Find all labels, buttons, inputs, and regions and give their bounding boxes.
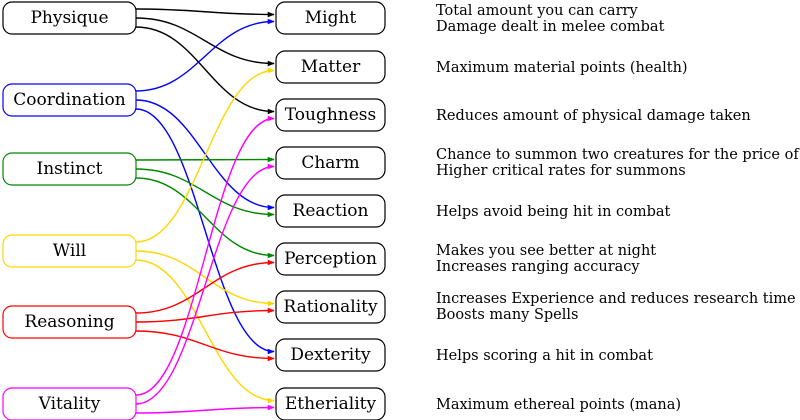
attribute-box [2, 305, 137, 339]
edge-coordination-to-reaction [135, 99, 275, 211]
edge-coordination-to-might [135, 18, 275, 92]
stat-label: Dexterity [290, 345, 371, 365]
attribute-box [2, 152, 137, 186]
edge-instinct-to-perception [135, 177, 275, 259]
stat-node-rationality: Rationality [275, 290, 386, 324]
edge-instinct-to-reaction [135, 168, 275, 218]
edge-vitality-to-etheriality [135, 404, 275, 414]
attribute-node-physique: Physique [2, 1, 137, 35]
attribute-label: Physique [30, 8, 108, 28]
edge-will-to-matter [135, 67, 275, 243]
description-line: Maximum ethereal points (mana) [436, 397, 682, 413]
stat-node-matter: Matter [275, 50, 386, 84]
description-etheriality: Maximum ethereal points (mana) [436, 397, 681, 413]
edge-will-to-rationality [135, 250, 275, 307]
attribute-label: Will [53, 241, 87, 261]
attribute-label: Vitality [38, 394, 101, 414]
edge-physique-to-might [135, 8, 275, 18]
description-dexterity: Helps scoring a hit in combat [436, 348, 653, 364]
stat-box [275, 98, 386, 132]
stat-label: Perception [284, 249, 377, 269]
stat-box [275, 290, 386, 324]
stat-node-dexterity: Dexterity [275, 338, 386, 372]
stat-box [275, 194, 386, 228]
description-line: Makes you see better at night [436, 243, 657, 259]
description-line: Helps scoring a hit in combat [436, 348, 653, 364]
edge-reasoning-to-dexterity [135, 330, 275, 362]
stat-node-toughness: Toughness [275, 98, 386, 132]
attribute-node-reasoning: Reasoning [2, 305, 137, 339]
stat-node-etheriality: Etheriality [275, 387, 386, 420]
attribute-label: Coordination [13, 90, 126, 110]
stat-label: Rationality [283, 297, 378, 317]
attribute-node-instinct: Instinct [2, 152, 137, 186]
attribute-node-vitality: Vitality [2, 387, 137, 420]
attribute-node-coordination: Coordination [2, 83, 137, 117]
description-charm: Chance to summon two creatures for the p… [436, 147, 800, 179]
stat-node-perception: Perception [275, 242, 386, 276]
description-matter: Maximum material points (health) [436, 60, 688, 76]
description-line: Increases Experience and reduces researc… [436, 291, 796, 307]
description-line: Maximum material points (health) [436, 60, 688, 76]
nodes-layer: Physique Coordination Instinct Will Reasonin… [2, 1, 386, 420]
stat-label: Might [305, 8, 357, 28]
description-line: Increases ranging accuracy [436, 259, 640, 275]
edge-will-to-etheriality [135, 259, 275, 404]
edge-vitality-to-charm [135, 163, 275, 405]
attribute-label: Reasoning [24, 312, 114, 332]
description-perception: Makes you see better at night Increases r… [436, 243, 656, 275]
stat-label: Charm [301, 153, 359, 173]
stat-node-might: Might [275, 1, 386, 35]
description-reaction: Helps avoid being hit in combat [436, 204, 670, 220]
stat-label: Matter [301, 57, 361, 77]
attribute-box [2, 387, 137, 420]
edge-reasoning-to-rationality [135, 307, 275, 323]
stat-box [275, 387, 386, 420]
edge-vitality-to-toughness [135, 115, 275, 396]
stat-node-charm: Charm [275, 146, 386, 180]
description-line: Boosts many Spells [436, 307, 579, 323]
description-might: Total amount you can carry Damage dealt i… [436, 3, 664, 35]
edge-physique-to-toughness [135, 26, 275, 115]
description-toughness: Reduces amount of physical damage taken [436, 108, 751, 124]
edges-layer [135, 8, 275, 414]
description-line: Helps avoid being hit in combat [436, 204, 671, 220]
description-line: Damage dealt in melee combat [436, 19, 665, 35]
edge-reasoning-to-perception [135, 259, 275, 314]
attribute-label: Instinct [37, 159, 103, 179]
edge-instinct-to-charm [135, 156, 275, 163]
description-line: Chance to summon two creatures for the p… [436, 147, 800, 163]
stat-node-reaction: Reaction [275, 194, 386, 228]
stat-box [275, 1, 386, 35]
description-line: Higher critical rates for summons [436, 163, 686, 179]
description-line: Total amount you can carry [436, 3, 638, 19]
description-line: Reduces amount of physical damage taken [436, 108, 751, 124]
description-rationality: Increases Experience and reduces researc… [436, 291, 796, 323]
attribute-node-will: Will [2, 234, 137, 268]
attribute-box [2, 1, 137, 35]
attribute-box [2, 234, 137, 268]
attribute-box [2, 83, 137, 117]
stat-box [275, 242, 386, 276]
stat-box [275, 50, 386, 84]
stat-label: Etheriality [285, 394, 377, 414]
stat-box [275, 338, 386, 372]
stat-box [275, 146, 386, 180]
stat-label: Toughness [285, 105, 377, 125]
edge-coordination-to-dexterity [135, 108, 275, 355]
stat-label: Reaction [293, 201, 369, 221]
edge-physique-to-matter [135, 17, 275, 67]
